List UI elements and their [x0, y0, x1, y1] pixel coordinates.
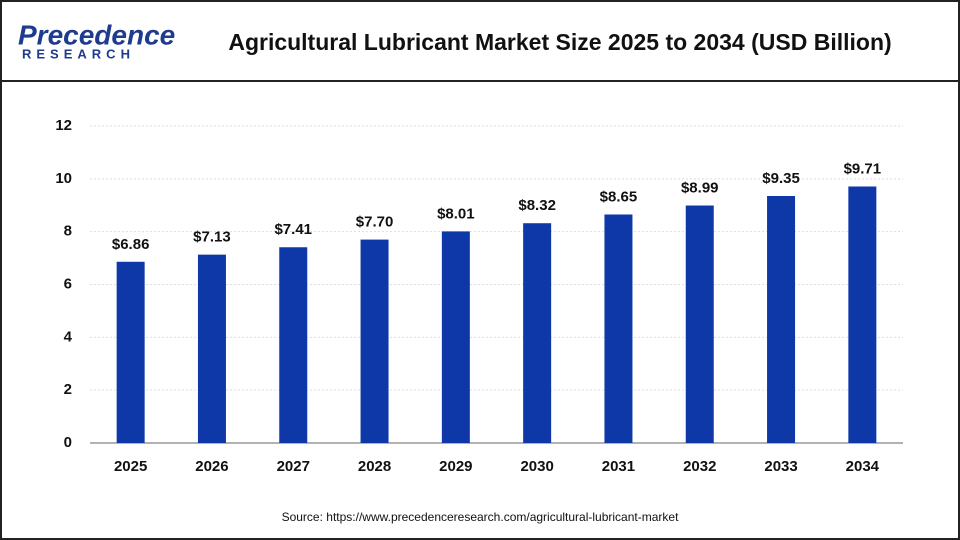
logo: Precedence RESEARCH — [18, 19, 175, 61]
x-tick-label: 2034 — [846, 458, 880, 475]
bar — [279, 247, 308, 443]
y-tick-label: 2 — [64, 381, 72, 398]
x-tick-label: 2029 — [439, 458, 472, 475]
bar — [360, 239, 389, 443]
x-tick-label: 2026 — [195, 458, 228, 475]
bar — [604, 214, 633, 443]
value-label: $9.71 — [844, 160, 882, 177]
logo-tagline: RESEARCH — [22, 46, 135, 61]
value-label: $8.99 — [681, 179, 719, 196]
value-label: $6.86 — [112, 236, 150, 253]
value-label: $9.35 — [762, 170, 800, 187]
x-tick-label: 2032 — [683, 458, 716, 475]
bar — [767, 196, 796, 443]
bar — [116, 261, 145, 443]
bar — [523, 223, 552, 443]
bar — [441, 231, 470, 443]
x-tick-label: 2028 — [358, 458, 391, 475]
x-tick-label: 2027 — [277, 458, 310, 475]
logo-name: Precedence — [18, 19, 175, 50]
x-tick-label: 2025 — [114, 458, 147, 475]
value-label: $8.01 — [437, 205, 475, 222]
x-tick-label: 2031 — [602, 458, 635, 475]
x-tick-label: 2033 — [764, 458, 797, 475]
chart-title: Agricultural Lubricant Market Size 2025 … — [228, 29, 891, 55]
value-label: $8.32 — [518, 197, 556, 214]
value-label: $8.65 — [600, 188, 638, 205]
y-tick-label: 4 — [64, 328, 73, 345]
x-tick-label: 2030 — [520, 458, 553, 475]
y-tick-label: 6 — [64, 275, 72, 292]
source: Source: https://www.precedenceresearch.c… — [282, 510, 679, 524]
value-label: $7.70 — [356, 214, 394, 231]
value-label: $7.13 — [193, 229, 231, 246]
bar — [197, 254, 226, 443]
y-tick-label: 12 — [55, 117, 72, 134]
y-tick-label: 0 — [64, 434, 72, 451]
value-label: $7.41 — [274, 221, 312, 238]
bar — [848, 186, 877, 443]
y-tick-label: 8 — [64, 223, 72, 240]
bar — [685, 205, 714, 443]
y-tick-label: 10 — [55, 170, 72, 187]
